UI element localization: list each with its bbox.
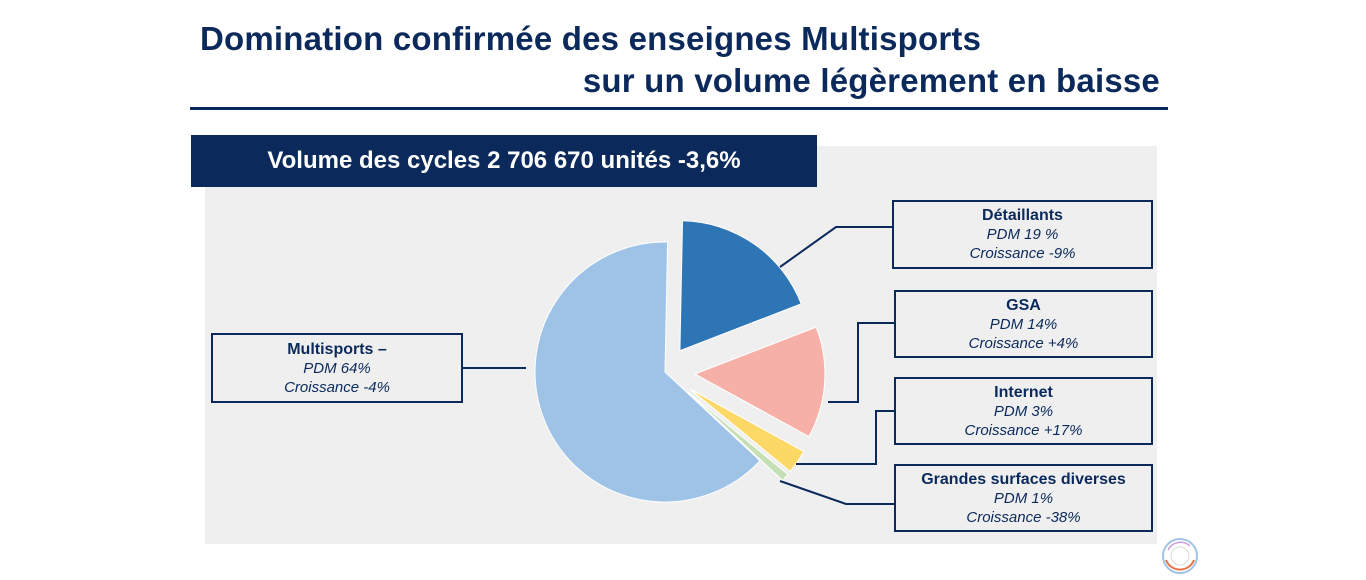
label-detaillants-growth: Croissance -9% [969,245,1076,262]
label-internet-growth: Croissance +17% [964,421,1083,439]
page-title-line-2: sur un volume légèrement en baisse [582,62,1160,99]
label-detaillants-name: Détaillants [982,207,1063,224]
label-gsa-name: GSA [1006,296,1041,314]
leader-line-internet [796,410,894,465]
label-multisports-growth: Croissance -4% [284,378,390,396]
pie-slice-multisports [534,241,761,503]
leader-lines [463,226,894,505]
label-internet-name: Internet [994,383,1053,401]
leader-line-detaillants [779,226,892,268]
label-detaillants-pdm: PDM 19 % [986,226,1059,243]
label-gsd-growth: Croissance -38% [966,508,1081,526]
label-multisports: Multisports – PDM 64% Croissance -4% [211,333,463,403]
label-internet-pdm: PDM 3% [993,402,1054,420]
label-detaillants: Détaillants PDM 19 % Croissance -9% [892,200,1153,269]
label-gsa-growth: Croissance +4% [968,334,1079,352]
leader-line-grandes-surfaces-diverses [779,480,894,505]
leader-line-gsa [828,322,894,403]
pie-slice-gsa [693,326,826,438]
pie-slice-internet [689,388,805,473]
pie-slices [534,220,826,503]
label-gsa: GSA PDM 14% Croissance +4% [894,290,1153,358]
label-gsa-pdm: PDM 14% [989,315,1058,333]
label-gsd-name: Grandes surfaces diverses [921,470,1126,488]
label-grandes-surfaces-diverses: Grandes surfaces diverses PDM 1% Croissa… [894,464,1153,532]
pie-slice-detaillants [679,220,802,352]
page-title-line-1: Domination confirmée des enseignes Multi… [200,20,982,57]
circular-logo-icon [1162,538,1198,574]
label-multisports-name: Multisports – [287,340,387,358]
label-gsd-pdm: PDM 1% [993,489,1054,507]
title-underline [190,107,1168,110]
pie-slice-grandes-surfaces-diverses [687,391,789,482]
label-multisports-pdm: PDM 64% [303,359,371,377]
volume-banner: Volume des cycles 2 706 670 unités -3,6% [191,135,817,187]
label-internet: Internet PDM 3% Croissance +17% [894,377,1153,445]
